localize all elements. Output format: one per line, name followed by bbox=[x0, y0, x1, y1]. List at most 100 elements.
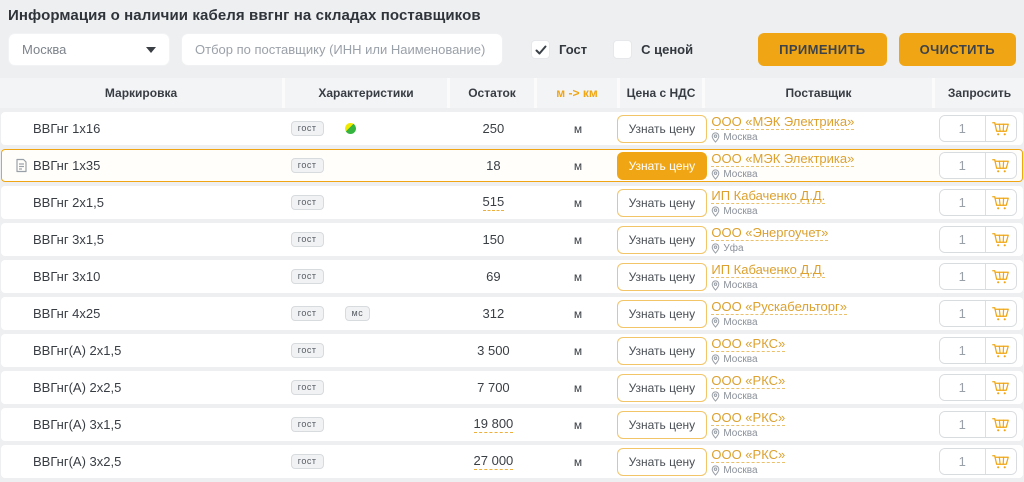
unit-value: м bbox=[573, 417, 583, 432]
location-pin-icon bbox=[712, 390, 720, 402]
characteristics-cell: гост bbox=[286, 150, 450, 181]
quantity-input[interactable] bbox=[939, 116, 986, 141]
table-row: ВВГнг 3х1,5 гост 150 м Узнать цену ООО «… bbox=[1, 223, 1023, 256]
unit-cell: м bbox=[537, 372, 620, 403]
header-unit-toggle[interactable]: м -> км bbox=[537, 78, 620, 108]
stock-value[interactable]: 19 800 bbox=[473, 416, 514, 433]
marking-label: ВВГнг 4х25 bbox=[33, 306, 101, 321]
quantity-input[interactable] bbox=[939, 338, 986, 363]
location-pin-icon bbox=[712, 205, 720, 217]
unit-cell: м bbox=[537, 113, 620, 144]
cart-icon bbox=[992, 455, 1010, 469]
badge-гост: гост bbox=[290, 453, 324, 470]
badge-гост: гост bbox=[290, 120, 324, 137]
quantity-input[interactable] bbox=[939, 264, 986, 289]
price-button[interactable]: Узнать цену bbox=[616, 114, 708, 143]
supplier-link[interactable]: ООО «РКС» bbox=[711, 335, 786, 352]
unit-cell: м bbox=[537, 224, 620, 255]
price-button[interactable]: Узнать цену bbox=[616, 336, 708, 365]
clear-button[interactable]: ОЧИСТИТЬ bbox=[898, 33, 1016, 66]
add-to-cart-button[interactable] bbox=[985, 338, 1016, 363]
price-button[interactable]: Узнать цену bbox=[616, 188, 708, 217]
checkbox-with-price-label[interactable]: С ценой bbox=[641, 42, 694, 57]
badge-гост: гост bbox=[290, 268, 324, 285]
supplier-link[interactable]: ООО «Энергоучет» bbox=[711, 224, 829, 241]
supplier-city: Москва bbox=[723, 279, 758, 291]
supplier-cell: ООО «РКС» Москва bbox=[704, 446, 933, 477]
table-header: Маркировка Характеристики Остаток м -> к… bbox=[0, 78, 1024, 108]
stock-value: 250 bbox=[482, 121, 505, 136]
add-to-cart-button[interactable] bbox=[985, 375, 1016, 400]
region-select[interactable]: Москва bbox=[8, 33, 170, 66]
check-icon bbox=[535, 45, 546, 54]
checkbox-gost[interactable]: Гост bbox=[531, 40, 587, 59]
supplier-link[interactable]: ООО «МЭК Электрика» bbox=[711, 150, 855, 167]
characteristics-cell: гост bbox=[286, 335, 450, 366]
supplier-link[interactable]: ООО «РКС» bbox=[711, 372, 786, 389]
add-to-cart-button[interactable] bbox=[985, 116, 1016, 141]
header-price: Цена с НДС bbox=[620, 78, 705, 108]
add-to-cart-button[interactable] bbox=[985, 301, 1016, 326]
quantity-input[interactable] bbox=[939, 153, 986, 178]
add-to-cart-button[interactable] bbox=[985, 153, 1016, 178]
price-cell: Узнать цену bbox=[616, 372, 708, 403]
add-to-cart-button[interactable] bbox=[985, 190, 1016, 215]
marking-label: ВВГнг(А) 3х1,5 bbox=[33, 417, 122, 432]
unit-cell: м bbox=[537, 409, 620, 440]
stock-value[interactable]: 27 000 bbox=[473, 453, 514, 470]
price-button[interactable]: Узнать цену bbox=[616, 151, 708, 180]
price-button[interactable]: Узнать цену bbox=[616, 373, 708, 402]
quantity-input[interactable] bbox=[939, 449, 986, 474]
apply-button[interactable]: ПРИМЕНИТЬ bbox=[758, 33, 887, 66]
characteristics-cell: гост bbox=[286, 261, 450, 292]
supplier-link[interactable]: ООО «РКС» bbox=[711, 446, 786, 463]
checkbox-gost-label[interactable]: Гост bbox=[559, 42, 588, 57]
supplier-link[interactable]: ООО «МЭК Электрика» bbox=[711, 113, 855, 130]
supplier-cell: ООО «МЭК Электрика» Москва bbox=[704, 113, 933, 144]
checkbox-with-price[interactable]: С ценой bbox=[613, 40, 693, 59]
marking-cell: ВВГнг(А) 3х1,5 bbox=[2, 409, 286, 440]
price-button[interactable]: Узнать цену bbox=[616, 299, 708, 328]
stock-cell: 150 bbox=[450, 224, 537, 255]
supplier-link[interactable]: ООО «Рускабельторг» bbox=[711, 298, 847, 315]
add-to-cart-button[interactable] bbox=[985, 449, 1016, 474]
cart-icon bbox=[992, 270, 1010, 284]
region-select-value: Москва bbox=[22, 42, 67, 57]
quantity-input[interactable] bbox=[939, 227, 986, 252]
request-cell bbox=[933, 446, 1022, 477]
supplier-link[interactable]: ИП Кабаченко Д.Д. bbox=[711, 261, 826, 278]
marking-label: ВВГнг 2х1,5 bbox=[33, 195, 104, 210]
badge-гост: гост bbox=[290, 231, 324, 248]
checkbox-box[interactable] bbox=[613, 40, 633, 59]
supplier-link[interactable]: ИП Кабаченко Д.Д. bbox=[711, 187, 826, 204]
price-button[interactable]: Узнать цену bbox=[616, 225, 708, 254]
supplier-link[interactable]: ООО «РКС» bbox=[711, 409, 786, 426]
availability-indicator-icon bbox=[344, 123, 356, 134]
badge-гост: гост bbox=[290, 379, 324, 396]
quantity-input[interactable] bbox=[939, 301, 986, 326]
characteristics-cell: гост мс bbox=[286, 298, 450, 329]
add-to-cart-button[interactable] bbox=[985, 264, 1016, 289]
badge-гост: гост bbox=[290, 305, 324, 322]
request-cell bbox=[933, 261, 1022, 292]
city-line: Москва bbox=[711, 428, 758, 439]
add-to-cart-button[interactable] bbox=[985, 227, 1016, 252]
price-button[interactable]: Узнать цену bbox=[616, 447, 708, 476]
add-to-cart-button[interactable] bbox=[985, 412, 1016, 437]
quantity-input[interactable] bbox=[939, 412, 986, 437]
location-pin-icon bbox=[712, 131, 720, 143]
location-pin-icon bbox=[712, 279, 720, 291]
quantity-input[interactable] bbox=[939, 375, 986, 400]
price-button[interactable]: Узнать цену bbox=[616, 410, 708, 439]
unit-cell: м bbox=[537, 335, 620, 366]
unit-value: м bbox=[573, 269, 583, 284]
quantity-input[interactable] bbox=[939, 190, 986, 215]
stock-value[interactable]: 515 bbox=[482, 194, 505, 211]
quantity-control bbox=[938, 411, 1017, 438]
header-characteristics: Характеристики bbox=[285, 78, 450, 108]
checkbox-box[interactable] bbox=[531, 40, 550, 59]
supplier-search-input[interactable] bbox=[181, 33, 503, 66]
cart-icon bbox=[992, 159, 1010, 173]
price-button[interactable]: Узнать цену bbox=[616, 262, 708, 291]
